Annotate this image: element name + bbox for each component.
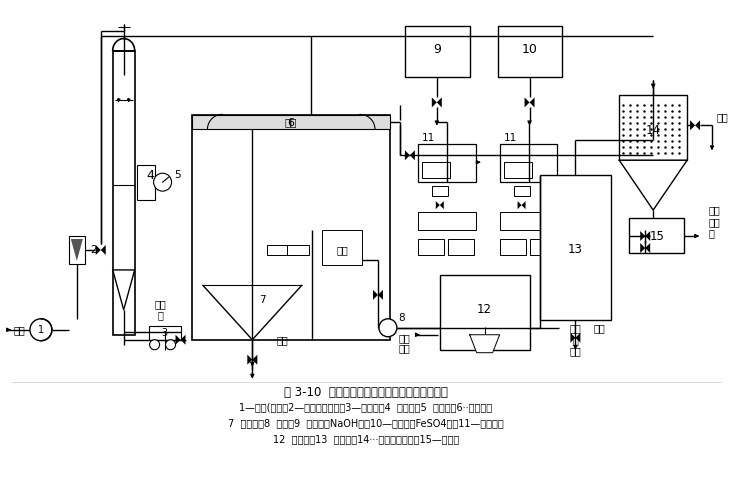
Polygon shape (96, 245, 101, 255)
Text: 废水: 废水 (13, 325, 25, 335)
Text: 4: 4 (146, 169, 154, 182)
Polygon shape (378, 290, 383, 300)
Text: 浮渣: 浮渣 (285, 117, 297, 127)
Polygon shape (437, 98, 442, 107)
Bar (418, 239, 444, 255)
Polygon shape (640, 243, 645, 253)
Text: 1—溶气(水泵；2—溶气水流量计；3—空压机；4  溶气罐；5  压力表；6··气浮槽；: 1—溶气(水泵；2—溶气水流量计；3—空压机；4 溶气罐；5 压力表；6··气浮… (239, 403, 493, 413)
Polygon shape (405, 150, 410, 160)
Text: 1: 1 (38, 325, 44, 335)
Text: 5: 5 (174, 170, 181, 180)
Text: 10: 10 (522, 43, 537, 56)
Polygon shape (436, 201, 440, 209)
Polygon shape (181, 335, 185, 345)
Text: 7  释放器；8  废水；9  配液箱（NaOH）；10—配液箱（FeSO4）；11—投药箱；: 7 释放器；8 废水；9 配液箱（NaOH）；10—配液箱（FeSO4）；11—… (228, 418, 504, 428)
Circle shape (30, 319, 52, 341)
Polygon shape (253, 355, 258, 365)
Text: 废水: 废水 (399, 333, 411, 343)
Text: 排放: 排放 (594, 323, 605, 333)
Text: 13: 13 (568, 244, 583, 256)
Text: 3: 3 (162, 328, 168, 338)
Text: 清水: 清水 (277, 335, 288, 345)
Bar (529, 239, 556, 255)
Text: 8: 8 (399, 313, 406, 323)
Polygon shape (695, 121, 700, 130)
Polygon shape (575, 333, 580, 343)
Bar (69, 236, 85, 264)
Bar (432, 186, 448, 196)
Text: 溶气
水: 溶气 水 (154, 299, 166, 320)
Text: 14: 14 (646, 124, 661, 137)
Circle shape (149, 340, 160, 350)
Bar (440, 275, 529, 350)
Polygon shape (518, 201, 522, 209)
Polygon shape (525, 98, 529, 107)
Polygon shape (690, 121, 695, 130)
Bar (504, 162, 531, 178)
Polygon shape (470, 335, 500, 353)
Bar (113, 50, 135, 335)
Bar (500, 239, 526, 255)
Bar (322, 230, 362, 265)
Bar (418, 212, 476, 230)
Text: 15: 15 (649, 229, 664, 243)
Text: 11: 11 (422, 133, 435, 143)
Bar (630, 218, 684, 253)
Text: 排放: 排放 (717, 112, 729, 122)
Bar (422, 162, 449, 178)
Polygon shape (522, 201, 526, 209)
Circle shape (379, 319, 397, 337)
Bar (405, 25, 470, 77)
Bar (619, 96, 687, 160)
Bar (500, 144, 558, 182)
Bar (514, 186, 529, 196)
Polygon shape (176, 335, 181, 345)
Bar (418, 144, 476, 182)
Bar (498, 25, 562, 77)
Text: 铁氧
体下
渣: 铁氧 体下 渣 (708, 205, 720, 239)
Polygon shape (440, 201, 444, 209)
Bar (149, 326, 181, 340)
Bar (193, 115, 390, 340)
Polygon shape (247, 355, 253, 365)
Text: 废水: 废水 (399, 343, 411, 353)
Bar (500, 212, 558, 230)
Bar (137, 165, 154, 200)
Text: 12  废水池；13  清水槽；14···铁氧体转化槽；15—脱水机: 12 废水池；13 清水槽；14···铁氧体转化槽；15—脱水机 (273, 435, 459, 444)
Bar (267, 245, 289, 255)
Bar (193, 115, 390, 129)
Text: 6: 6 (288, 119, 295, 128)
Polygon shape (529, 98, 534, 107)
Text: 12: 12 (477, 303, 492, 317)
Text: 9: 9 (433, 43, 441, 56)
Circle shape (154, 173, 171, 191)
Text: 清水: 清水 (336, 245, 348, 255)
Text: 回用
或
排放: 回用 或 排放 (569, 323, 581, 356)
Polygon shape (619, 160, 687, 210)
Polygon shape (640, 231, 645, 241)
Text: 图 3-10  铁氧体法处理含铬废水连续式工艺流程: 图 3-10 铁氧体法处理含铬废水连续式工艺流程 (284, 386, 448, 399)
Polygon shape (113, 270, 135, 310)
Polygon shape (373, 290, 378, 300)
Polygon shape (645, 243, 650, 253)
Text: 11: 11 (504, 133, 517, 143)
Text: 7: 7 (259, 295, 266, 305)
Polygon shape (101, 245, 105, 255)
Polygon shape (645, 231, 650, 241)
Bar (448, 239, 474, 255)
Circle shape (165, 340, 176, 350)
Bar (287, 245, 309, 255)
Polygon shape (570, 333, 575, 343)
Text: 2: 2 (90, 245, 97, 255)
Polygon shape (432, 98, 437, 107)
Bar (539, 175, 611, 320)
Polygon shape (410, 150, 415, 160)
Polygon shape (71, 239, 83, 261)
